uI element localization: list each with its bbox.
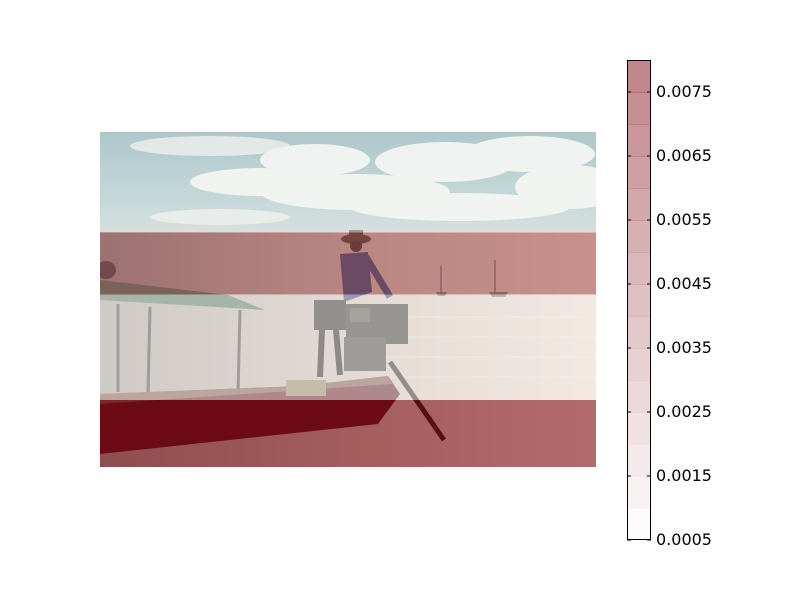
colorbar-level [627,220,651,253]
colorbar-level [627,188,651,221]
heatmap-band [100,400,596,467]
colorbar-level [627,252,651,285]
colorbar-level [627,124,651,157]
colorbar-tick-label: 0.0015 [656,466,712,485]
colorbar [627,60,651,541]
heatmap-band [100,232,596,295]
colorbar-frame [627,60,651,540]
colorbar-level [627,316,651,349]
colorbar-level [627,444,651,477]
colorbar-tick-label: 0.0005 [656,530,712,549]
colorbar-ticks [627,91,651,541]
heatmap-band [100,294,596,400]
colorbar-tick-label: 0.0055 [656,210,712,229]
colorbar-level [627,476,651,509]
colorbar-level [627,412,651,445]
heatmap-bands [100,132,596,467]
heatmap-overlay-image [100,132,596,467]
colorbar-svg [627,60,651,541]
colorbar-tick-label: 0.0045 [656,274,712,293]
colorbar-level [627,348,651,381]
colorbar-tick-label: 0.0065 [656,146,712,165]
colorbar-level [627,156,651,189]
colorbar-level [627,92,651,125]
colorbar-levels [627,60,651,541]
heatmap-band [100,132,596,233]
photo-svg [100,132,596,467]
colorbar-tick-label: 0.0025 [656,402,712,421]
colorbar-tick-label: 0.0035 [656,338,712,357]
colorbar-level [627,60,651,93]
colorbar-level [627,508,651,541]
colorbar-level [627,284,651,317]
colorbar-tick-label: 0.0075 [656,82,712,101]
colorbar-level [627,380,651,413]
